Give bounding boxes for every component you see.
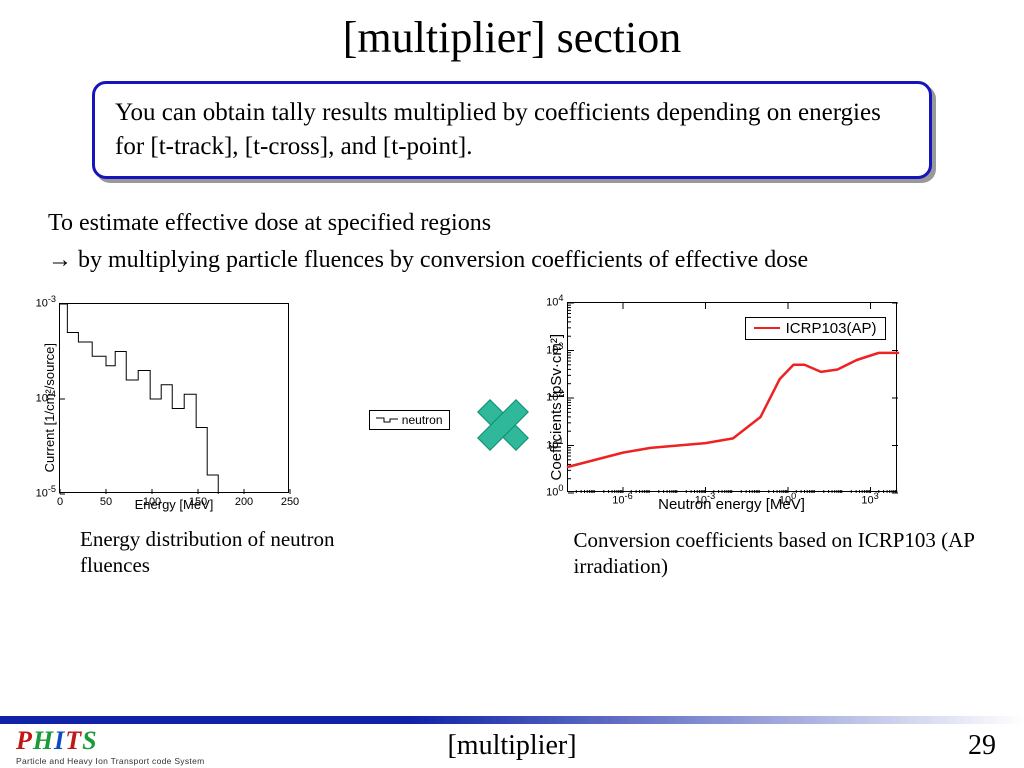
footer-bar	[0, 716, 1024, 724]
slide-footer: PHITS Particle and Heavy Ion Transport c…	[0, 716, 1024, 768]
phits-subtitle: Particle and Heavy Ion Transport code Sy…	[16, 756, 204, 766]
body-text: To estimate effective dose at specified …	[48, 207, 976, 278]
chart1-plot-area: 05010015020025010-510-410-3	[59, 303, 289, 493]
chart1-legend-label: neutron	[402, 413, 443, 427]
body-line-2: → by multiplying particle fluences by co…	[48, 244, 976, 278]
body-line-1: To estimate effective dose at specified …	[48, 207, 976, 241]
callout-box: You can obtain tally results multiplied …	[92, 81, 932, 179]
chart-energy-distribution: Current [1/cm²/source] 05010015020025010…	[40, 303, 347, 579]
chart1-ylabel: Current [1/cm²/source]	[40, 343, 59, 472]
charts-row: Current [1/cm²/source] 05010015020025010…	[40, 302, 984, 580]
slide-title: [multiplier] section	[0, 0, 1024, 63]
callout-text: You can obtain tally results multiplied …	[92, 81, 932, 179]
phits-logo-block: PHITS Particle and Heavy Ion Transport c…	[16, 726, 204, 766]
chart2-caption: Conversion coefficients based on ICRP103…	[574, 527, 985, 580]
footer-center-text: [multiplier]	[447, 730, 576, 762]
chart1-legend: neutron	[369, 410, 450, 430]
chart-conversion-coefficients: Coefficients [pSv·cm²] ICRP103(AP) 10-61…	[546, 302, 985, 580]
phits-logo: PHITS	[16, 726, 204, 756]
chart1-xlabel: Energy [MeV]	[59, 497, 289, 512]
chart1-caption: Energy distribution of neutron fluences	[80, 526, 347, 579]
multiply-icon	[476, 398, 530, 452]
chart2-plot-area: ICRP103(AP) 10-610-310010310010110210310…	[567, 302, 897, 492]
page-number: 29	[968, 730, 996, 762]
